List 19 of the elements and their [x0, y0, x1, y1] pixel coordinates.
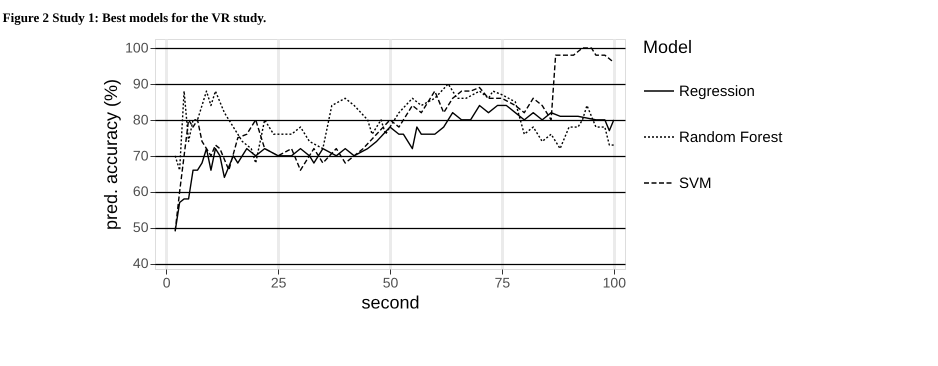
legend-label: Regression	[679, 83, 755, 100]
x-tick-label: 0	[162, 274, 171, 290]
chart-title: Figure 2 Study 1: Best models for the VR study.	[2, 10, 266, 25]
legend-label: Random Forest	[679, 129, 784, 146]
x-tick-label: 100	[602, 274, 626, 290]
y-axis-title: pred. accuracy (%)	[101, 78, 122, 230]
y-tick-label: 50	[132, 219, 149, 236]
y-tick-label: 90	[132, 75, 149, 92]
y-tick-label: 40	[132, 255, 149, 272]
x-tick-label: 25	[270, 274, 287, 290]
legend-label: SVM	[679, 175, 712, 192]
x-tick-label: 75	[494, 274, 510, 290]
x-tick-label: 50	[382, 274, 398, 290]
y-tick-label: 70	[132, 147, 149, 164]
y-tick-label: 100	[125, 39, 149, 56]
y-tick-label: 80	[132, 111, 149, 128]
y-tick-label: 60	[132, 183, 149, 200]
x-axis-title: second	[361, 292, 420, 312]
legend-title: Model	[643, 37, 692, 57]
